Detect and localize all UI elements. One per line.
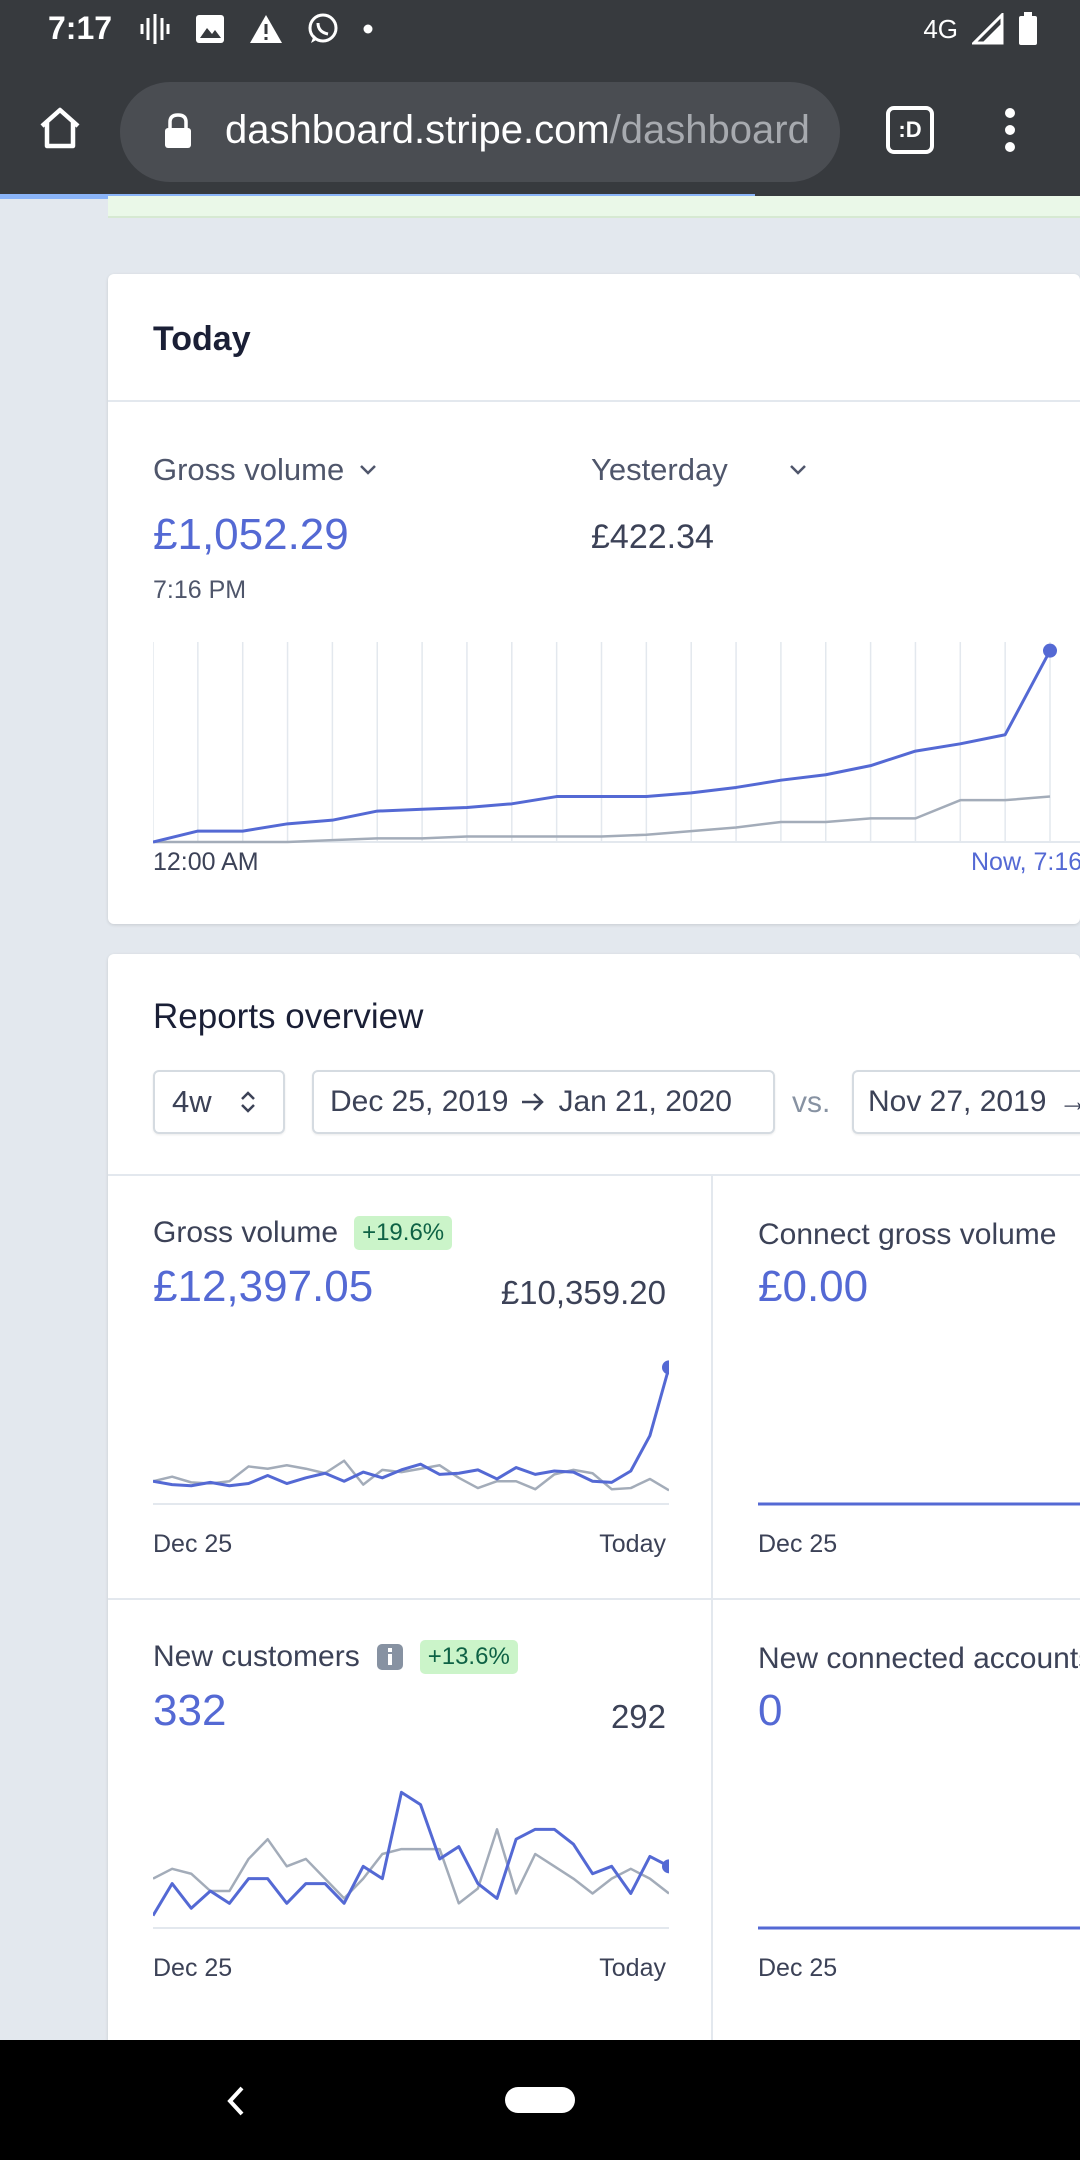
new-connected-accounts-value: 0 xyxy=(758,1686,783,1735)
status-time: 7:17 xyxy=(48,10,113,46)
range-start: Dec 25, 2019 xyxy=(330,1085,509,1118)
gross-volume-badge: +19.6% xyxy=(354,1216,453,1250)
compare-value: £422.34 xyxy=(591,518,714,556)
connect-gross-volume-value: £0.00 xyxy=(758,1262,869,1311)
status-bar: 7:17 4G xyxy=(0,0,1080,60)
period-value: 4w xyxy=(172,1084,212,1119)
divider xyxy=(108,1598,1080,1600)
lock-icon xyxy=(165,113,191,148)
divider xyxy=(711,1176,713,2040)
status-right: 4G xyxy=(923,12,1038,46)
series-end-point xyxy=(662,1859,669,1874)
divider xyxy=(108,400,1080,402)
series-line-previous xyxy=(153,1459,669,1492)
compare-range-arrow: → xyxy=(1058,1085,1080,1119)
tab-switcher-button[interactable]: :D xyxy=(886,106,934,154)
new-customers-tile[interactable]: New customers +13.6% 332 292 Dec 25 Toda… xyxy=(108,1600,711,2040)
series-line-previous xyxy=(153,1828,669,1905)
tab-switcher-label: :D xyxy=(898,117,922,142)
home-pill[interactable] xyxy=(505,2087,575,2113)
url-host: dashboard.stripe.com xyxy=(225,108,610,152)
new-connected-accounts-chart xyxy=(758,1926,1080,1930)
compare-selector[interactable]: Yesterday xyxy=(591,452,808,488)
gross-volume-previous: £10,359.20 xyxy=(500,1274,666,1311)
new-customers-chart xyxy=(153,1790,669,1929)
series-line-current xyxy=(153,1366,669,1488)
reports-title: Reports overview xyxy=(153,997,424,1036)
series-end-point xyxy=(662,1360,669,1375)
url-field[interactable]: dashboard.stripe.com/dashboard xyxy=(225,108,825,153)
period-select[interactable]: 4w xyxy=(153,1070,285,1134)
back-icon[interactable] xyxy=(222,2084,250,2118)
signal-icon xyxy=(972,13,1004,45)
compare-range-start: Nov 27, 2019 xyxy=(868,1085,1047,1118)
gross-x-end: Today xyxy=(599,1530,666,1558)
accounts-x-start: Dec 25 xyxy=(758,1954,838,1982)
gross-volume-label: Gross volume xyxy=(153,1216,339,1249)
connect-x-start: Dec 25 xyxy=(758,1530,838,1558)
url-pill[interactable] xyxy=(120,82,840,182)
customers-x-end: Today xyxy=(599,1954,666,1982)
dot-icon xyxy=(363,24,373,34)
today-metric-selector[interactable]: Gross volume xyxy=(153,452,378,488)
podcast-icon xyxy=(140,14,170,44)
vs-label: vs. xyxy=(792,1086,831,1119)
customers-x-start: Dec 25 xyxy=(153,1954,233,1982)
more-options-icon[interactable] xyxy=(998,106,1022,154)
info-icon[interactable] xyxy=(376,1643,404,1671)
compare-range-picker[interactable]: Nov 27, 2019 → xyxy=(852,1070,1080,1134)
gross-volume-tile[interactable]: Gross volume +19.6% £12,397.05 £10,359.2… xyxy=(108,1176,711,1598)
today-x-end: Now, 7:16 PM xyxy=(971,848,1080,876)
today-card: Today Gross volume £1,052.29 7:16 PM Yes… xyxy=(108,274,1080,924)
browser-toolbar: dashboard.stripe.com/dashboard :D xyxy=(0,60,1080,196)
new-customers-previous: 292 xyxy=(610,1698,666,1735)
new-customers-label: New customers xyxy=(153,1640,360,1673)
chevron-down-icon xyxy=(789,465,806,475)
new-connected-accounts-label: New connected accounts xyxy=(758,1642,1080,1675)
battery-icon xyxy=(1019,12,1037,45)
today-metric-value: £1,052.29 xyxy=(153,510,349,559)
network-type: 4G xyxy=(923,13,958,44)
notification-icons xyxy=(138,12,374,46)
compare-label: Yesterday xyxy=(591,452,728,487)
series-end-point xyxy=(1043,643,1057,658)
series-line-current xyxy=(153,1790,669,1917)
new-connected-accounts-tile[interactable]: New connected accounts 0 Dec 25 xyxy=(713,1600,1080,2040)
url-path: /dashboard xyxy=(609,108,810,152)
chevron-updown-icon xyxy=(240,1091,255,1113)
connect-gross-volume-label: Connect gross volume xyxy=(758,1218,1057,1251)
system-nav-bar xyxy=(0,2040,1080,2160)
series-line-previous xyxy=(153,795,1051,844)
reports-card: Reports overview 4w Dec 25, 2019 Jan 21,… xyxy=(108,954,1080,2040)
date-range-picker[interactable]: Dec 25, 2019 Jan 21, 2020 xyxy=(312,1070,775,1134)
new-customers-badge: +13.6% xyxy=(419,1640,518,1674)
image-icon xyxy=(196,15,224,43)
connect-gross-volume-tile[interactable]: Connect gross volume £0.00 Dec 25 xyxy=(713,1176,1080,1598)
gross-volume-chart xyxy=(153,1360,669,1505)
today-x-start: 12:00 AM xyxy=(153,848,259,876)
gross-volume-value: £12,397.05 xyxy=(153,1262,374,1311)
today-metric-time: 7:16 PM xyxy=(153,576,247,604)
divider xyxy=(108,1174,1080,1176)
whatsapp-icon xyxy=(308,13,338,43)
today-metric-label: Gross volume xyxy=(153,452,345,487)
banner-edge xyxy=(108,196,1080,218)
range-end: Jan 21, 2020 xyxy=(558,1085,732,1118)
arrow-right-icon xyxy=(522,1093,545,1111)
new-customers-header: New customers +13.6% xyxy=(153,1640,518,1674)
series-line-current xyxy=(153,649,1052,844)
connect-gross-volume-chart xyxy=(758,1502,1080,1506)
today-chart[interactable] xyxy=(153,634,1080,844)
page-content: Today Gross volume £1,052.29 7:16 PM Yes… xyxy=(0,196,1080,2040)
warning-icon xyxy=(250,15,282,43)
today-title: Today xyxy=(153,320,251,358)
gross-volume-header: Gross volume +19.6% xyxy=(153,1216,453,1250)
gross-x-start: Dec 25 xyxy=(153,1530,233,1558)
home-icon[interactable] xyxy=(36,104,84,152)
chevron-down-icon xyxy=(360,465,377,475)
new-customers-value: 332 xyxy=(153,1686,227,1735)
